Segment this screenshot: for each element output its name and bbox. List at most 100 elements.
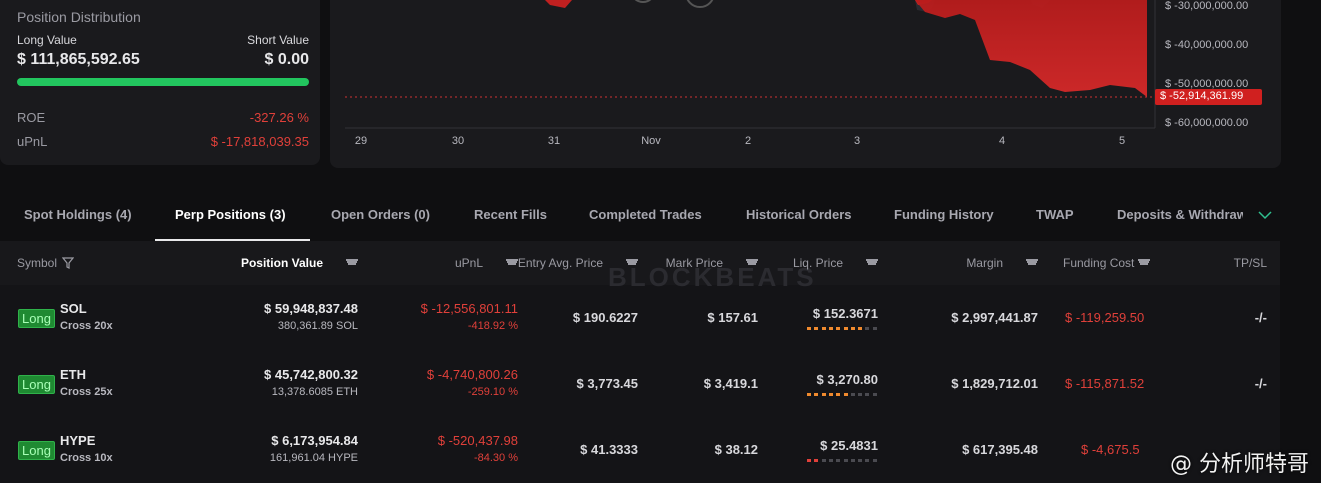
column-header[interactable]: Funding Cost: [1063, 256, 1135, 270]
liq-risk-dot: [836, 393, 841, 396]
mark-price: $ 157.61: [707, 310, 758, 325]
long-label: Long Value: [17, 33, 77, 47]
sort-icon: [1140, 263, 1148, 265]
tab[interactable]: Spot Holdings (4): [24, 207, 132, 222]
leverage: Cross 20x: [60, 320, 113, 332]
sort-icon: [746, 259, 758, 261]
long-bar: [17, 78, 309, 86]
margin: $ 617,395.48: [962, 442, 1038, 457]
sort-icon: [507, 261, 517, 263]
y-axis-label: $ -40,000,000.00: [1165, 39, 1249, 51]
tp-sl: -/-: [1254, 376, 1267, 391]
tab[interactable]: Recent Fills: [474, 207, 547, 222]
column-header[interactable]: Entry Avg. Price: [517, 256, 603, 270]
upnl-percent: -259.10 %: [467, 386, 518, 398]
liq-risk-dot: [850, 393, 855, 396]
column-header[interactable]: uPnL: [454, 256, 483, 270]
long-value: $ 111,865,592.65: [17, 51, 140, 68]
more-tabs-chevron[interactable]: [1257, 208, 1273, 222]
tab[interactable]: Deposits & Withdraw: [1117, 207, 1243, 222]
x-axis-label: 30: [451, 135, 465, 147]
tab[interactable]: Completed Trades: [589, 207, 702, 222]
tab[interactable]: Historical Orders: [746, 207, 852, 222]
x-axis-label: 5: [1118, 135, 1126, 147]
sort-icon: [747, 261, 757, 263]
side-badge: Long: [18, 309, 55, 328]
liq-risk-dot: [821, 459, 826, 462]
entry-price: $ 3,773.45: [576, 376, 638, 391]
panel-title: Position Distribution: [17, 9, 141, 25]
liq-price: $ 3,270.80: [816, 372, 878, 387]
position-value: $ 45,742,800.32: [264, 367, 358, 382]
mark-price: $ 3,419.1: [703, 376, 758, 391]
sort-icon: [1139, 261, 1149, 263]
upnl: $ -4,740,800.26: [426, 367, 518, 382]
position-size: 161,961.04 HYPE: [269, 452, 358, 464]
sort-icon: [506, 259, 518, 261]
liq-risk-dot: [858, 393, 863, 396]
tab[interactable]: Funding History: [894, 207, 994, 222]
liq-risk-dot: [872, 327, 877, 330]
upnl: $ -12,556,801.11: [420, 301, 518, 316]
sort-icon: [347, 261, 357, 263]
y-axis-label: $ -50,000,000.00: [1165, 78, 1249, 90]
sort-icon: [748, 263, 756, 265]
tab[interactable]: TWAP: [1036, 207, 1074, 222]
x-axis-label: 3: [853, 135, 861, 147]
liq-risk-dot: [843, 393, 848, 396]
liq-risk-dot: [865, 459, 870, 462]
tab[interactable]: Open Orders (0): [331, 207, 430, 222]
filter-icon[interactable]: [62, 256, 74, 270]
pnl-area: [915, 0, 1147, 97]
sort-icon: [1026, 259, 1038, 261]
liq-risk-dot: [850, 459, 855, 462]
chart-marker: [634, 0, 652, 3]
x-axis-label: 29: [354, 135, 368, 147]
x-axis-label: Nov: [641, 135, 661, 147]
entry-price: $ 190.6227: [572, 310, 638, 325]
liq-risk-dot: [843, 327, 848, 330]
sort-icon: [508, 263, 516, 265]
liq-risk-dot: [814, 393, 819, 396]
symbol: ETH: [60, 367, 86, 382]
active-tab-underline: [155, 239, 310, 241]
liq-risk-dot: [814, 327, 819, 330]
funding-cost: $ -4,675.5: [1081, 442, 1140, 457]
upnl-percent: -418.92 %: [467, 320, 518, 332]
pnl-chart: [345, 0, 1262, 129]
current-value-badge: [1155, 89, 1262, 105]
tab[interactable]: Perp Positions (3): [175, 207, 286, 222]
x-axis-label: 4: [998, 135, 1006, 147]
column-header[interactable]: Liq. Price: [792, 256, 843, 270]
x-axis-label: 31: [547, 135, 561, 147]
liq-risk-dot: [850, 327, 855, 330]
leverage: Cross 25x: [60, 386, 113, 398]
sort-icon: [1027, 261, 1037, 263]
side-badge: Long: [18, 441, 55, 460]
chart-marker: [686, 0, 714, 8]
position-value: $ 59,948,837.48: [264, 301, 358, 316]
liq-risk-dot: [807, 327, 811, 330]
liq-risk-dot: [828, 393, 833, 396]
column-header[interactable]: Mark Price: [665, 256, 723, 270]
liq-risk-dot: [858, 327, 863, 330]
table-header-bar: [0, 241, 1280, 285]
margin: $ 2,997,441.87: [951, 310, 1038, 325]
column-header[interactable]: Margin: [966, 256, 1003, 270]
sort-icon: [866, 259, 878, 261]
table-body: [0, 285, 1280, 483]
roe-value: -327.26 %: [249, 110, 309, 125]
column-header[interactable]: Position Value: [240, 256, 323, 270]
funding-cost: $ -119,259.50: [1065, 310, 1145, 325]
column-header[interactable]: TP/SL: [1233, 256, 1267, 270]
sort-icon: [867, 261, 877, 263]
sort-icon: [868, 263, 876, 265]
liq-risk-dot: [807, 393, 811, 396]
liq-risk-dot: [814, 459, 819, 462]
mark-price: $ 38.12: [714, 442, 758, 457]
column-header[interactable]: Symbol: [17, 256, 58, 270]
margin: $ 1,829,712.01: [951, 376, 1038, 391]
side-badge: Long: [18, 375, 55, 394]
x-axis-label: 2: [744, 135, 752, 147]
